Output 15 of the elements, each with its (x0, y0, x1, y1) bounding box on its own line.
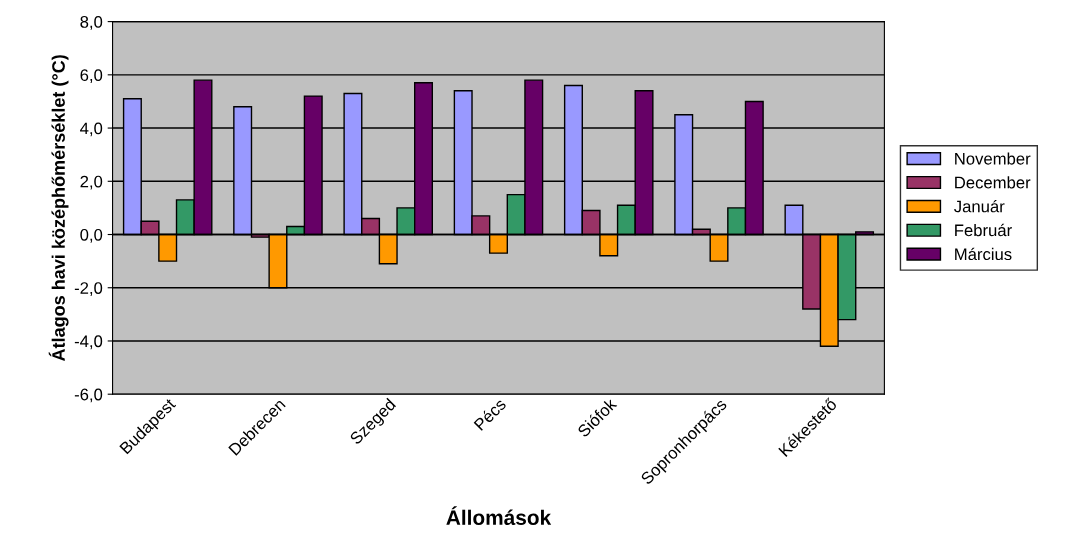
legend-label: Március (955, 247, 1012, 261)
y-tick-label: 8,0 (80, 16, 103, 30)
y-axis-title: Átlagos havi középhőmérséklet (°C) (48, 55, 69, 362)
y-tick-label: -6,0 (74, 388, 103, 403)
y-tick-label: 4,0 (80, 122, 103, 137)
y-tick-label: -2,0 (74, 282, 103, 296)
y-tick-label: -4,0 (74, 335, 103, 350)
y-tick-label: 0,0 (80, 228, 103, 243)
legend-label: Február (955, 223, 1012, 237)
y-tick-label: 6,0 (80, 69, 103, 83)
y-tick-label: 2,0 (80, 175, 103, 190)
legend-label: November (955, 152, 1031, 165)
legend-label: December (955, 176, 1031, 189)
x-axis-title: Állomások (446, 506, 552, 526)
legend-label: Január (954, 199, 1005, 213)
